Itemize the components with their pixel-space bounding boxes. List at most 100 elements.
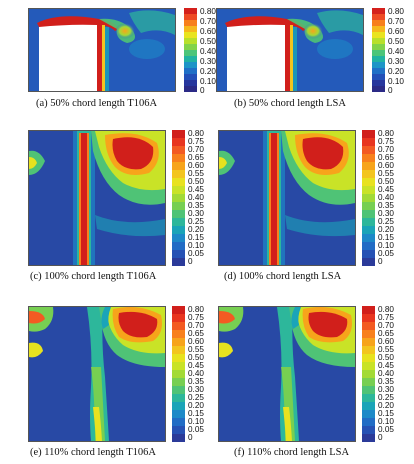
colorbar-e-tick: 0.60 (188, 337, 204, 346)
colorbar-a-tick: 0.20 (200, 67, 216, 76)
caption-b: (b) 50% chord length LSA (234, 98, 346, 109)
colorbar-d-tick: 0.60 (378, 161, 394, 170)
colorbar-a-tick: 0.30 (200, 57, 216, 66)
colorbar-c-tick: 0 (188, 257, 193, 266)
colorbar-f-tick: 0.80 (378, 305, 394, 314)
colorbar-d-tick: 0.20 (378, 225, 394, 234)
contour-plot-e (28, 306, 166, 442)
colorbar-d-tick: 0.05 (378, 249, 394, 258)
colorbar-c-tick: 0.20 (188, 225, 204, 234)
colorbar-f-tick: 0.35 (378, 377, 394, 386)
colorbar-d-tick: 0.55 (378, 169, 394, 178)
colorbar-e-tick: 0.65 (188, 329, 204, 338)
colorbar-e-tick: 0.10 (188, 417, 204, 426)
colorbar-d: 0.80 0.75 0.70 0.65 0.60 0.55 0.50 0.45 … (362, 129, 402, 270)
colorbar-c-tick: 0.40 (188, 193, 204, 202)
colorbar-e-tick: 0.80 (188, 305, 204, 314)
colorbar-b-tick: 0 (388, 86, 393, 95)
colorbar-f-tick: 0.30 (378, 385, 394, 394)
colorbar-e: 0.80 0.75 0.70 0.65 0.60 0.55 0.50 0.45 … (172, 305, 212, 446)
contour-plot-a (28, 8, 176, 92)
colorbar-f-tick: 0.10 (378, 417, 394, 426)
colorbar-e-tick: 0.35 (188, 377, 204, 386)
colorbar-d-tick: 0.45 (378, 185, 394, 194)
colorbar-e-tick: 0.25 (188, 393, 204, 402)
colorbar-c-tick: 0.15 (188, 233, 204, 242)
colorbar-e-tick: 0.55 (188, 345, 204, 354)
contour-plot-c (28, 130, 166, 266)
colorbar-b-tick: 0.40 (388, 47, 404, 56)
caption-f: (f) 110% chord length LSA (234, 447, 350, 458)
colorbar-c-tick: 0.10 (188, 241, 204, 250)
colorbar-f-tick: 0.45 (378, 361, 394, 370)
colorbar-a-tick: 0 (200, 86, 205, 95)
colorbar-c-tick: 0.25 (188, 217, 204, 226)
contour-plot-f (218, 306, 356, 442)
colorbar-a-tick: 0.50 (200, 37, 216, 46)
colorbar-d-tick: 0.80 (378, 129, 394, 138)
colorbar-e-tick: 0.70 (188, 321, 204, 330)
colorbar-f: 0.80 0.75 0.70 0.65 0.60 0.55 0.50 0.45 … (362, 305, 402, 446)
colorbar-a-tick: 0.10 (200, 77, 216, 86)
colorbar-c-tick: 0.05 (188, 249, 204, 258)
contour-plot-d (218, 130, 356, 266)
colorbar-f-tick: 0.65 (378, 329, 394, 338)
colorbar-f-tick: 0.70 (378, 321, 394, 330)
colorbar-d-tick: 0.25 (378, 217, 394, 226)
colorbar-c-tick: 0.80 (188, 129, 204, 138)
colorbar-b-tick: 0.70 (388, 17, 404, 26)
colorbar-scale-a (184, 8, 197, 92)
colorbar-e-tick: 0.20 (188, 401, 204, 410)
colorbar-c-tick: 0.45 (188, 185, 204, 194)
colorbar-d-tick: 0.65 (378, 153, 394, 162)
colorbar-f-tick: 0 (378, 433, 383, 442)
colorbar-e-tick: 0.30 (188, 385, 204, 394)
caption-e: (e) 110% chord length T106A (30, 447, 156, 458)
colorbar-a-tick: 0.40 (200, 47, 216, 56)
colorbar-scale-f (362, 306, 375, 442)
caption-c: (c) 100% chord length T106A (30, 271, 157, 282)
colorbar-b-tick: 0.50 (388, 37, 404, 46)
colorbar-scale-d (362, 130, 375, 266)
colorbar-d-tick: 0.40 (378, 193, 394, 202)
colorbar-f-tick: 0.50 (378, 353, 394, 362)
colorbar-d-tick: 0.75 (378, 137, 394, 146)
colorbar-e-tick: 0.05 (188, 425, 204, 434)
colorbar-f-tick: 0.20 (378, 401, 394, 410)
colorbar-scale-b (372, 8, 385, 92)
colorbar-d-tick: 0.10 (378, 241, 394, 250)
colorbar-c-tick: 0.30 (188, 209, 204, 218)
colorbar-f-tick: 0.05 (378, 425, 394, 434)
colorbar-b-tick: 0.10 (388, 77, 404, 86)
colorbar-c-tick: 0.60 (188, 161, 204, 170)
colorbar-f-tick: 0.40 (378, 369, 394, 378)
colorbar-c-tick: 0.50 (188, 177, 204, 186)
colorbar-a-tick: 0.60 (200, 27, 216, 36)
caption-d: (d) 100% chord length LSA (224, 271, 342, 282)
colorbar-e-tick: 0.15 (188, 409, 204, 418)
colorbar-a-tick: 0.80 (200, 7, 216, 16)
colorbar-f-tick: 0.55 (378, 345, 394, 354)
colorbar-f-tick: 0.60 (378, 337, 394, 346)
colorbar-scale-e (172, 306, 185, 442)
colorbar-e-tick: 0.45 (188, 361, 204, 370)
colorbar-scale-c (172, 130, 185, 266)
colorbar-c-tick: 0.65 (188, 153, 204, 162)
colorbar-b: 0.80 0.70 0.60 0.50 0.40 0.30 0.20 0.10 … (372, 7, 412, 95)
contour-plot-b (216, 8, 364, 92)
colorbar-d-tick: 0.35 (378, 201, 394, 210)
colorbar-d-tick: 0.30 (378, 209, 394, 218)
colorbar-d-tick: 0 (378, 257, 383, 266)
colorbar-f-tick: 0.15 (378, 409, 394, 418)
colorbar-f-tick: 0.25 (378, 393, 394, 402)
colorbar-e-tick: 0.75 (188, 313, 204, 322)
colorbar-e-tick: 0.50 (188, 353, 204, 362)
caption-a: (a) 50% chord length T106A (36, 98, 158, 109)
colorbar-b-tick: 0.20 (388, 67, 404, 76)
colorbar-d-tick: 0.50 (378, 177, 394, 186)
colorbar-c-tick: 0.75 (188, 137, 204, 146)
colorbar-c: 0.80 0.75 0.70 0.65 0.60 0.55 0.50 0.45 … (172, 129, 212, 270)
colorbar-d-tick: 0.70 (378, 145, 394, 154)
colorbar-c-tick: 0.70 (188, 145, 204, 154)
colorbar-b-tick: 0.80 (388, 7, 404, 16)
